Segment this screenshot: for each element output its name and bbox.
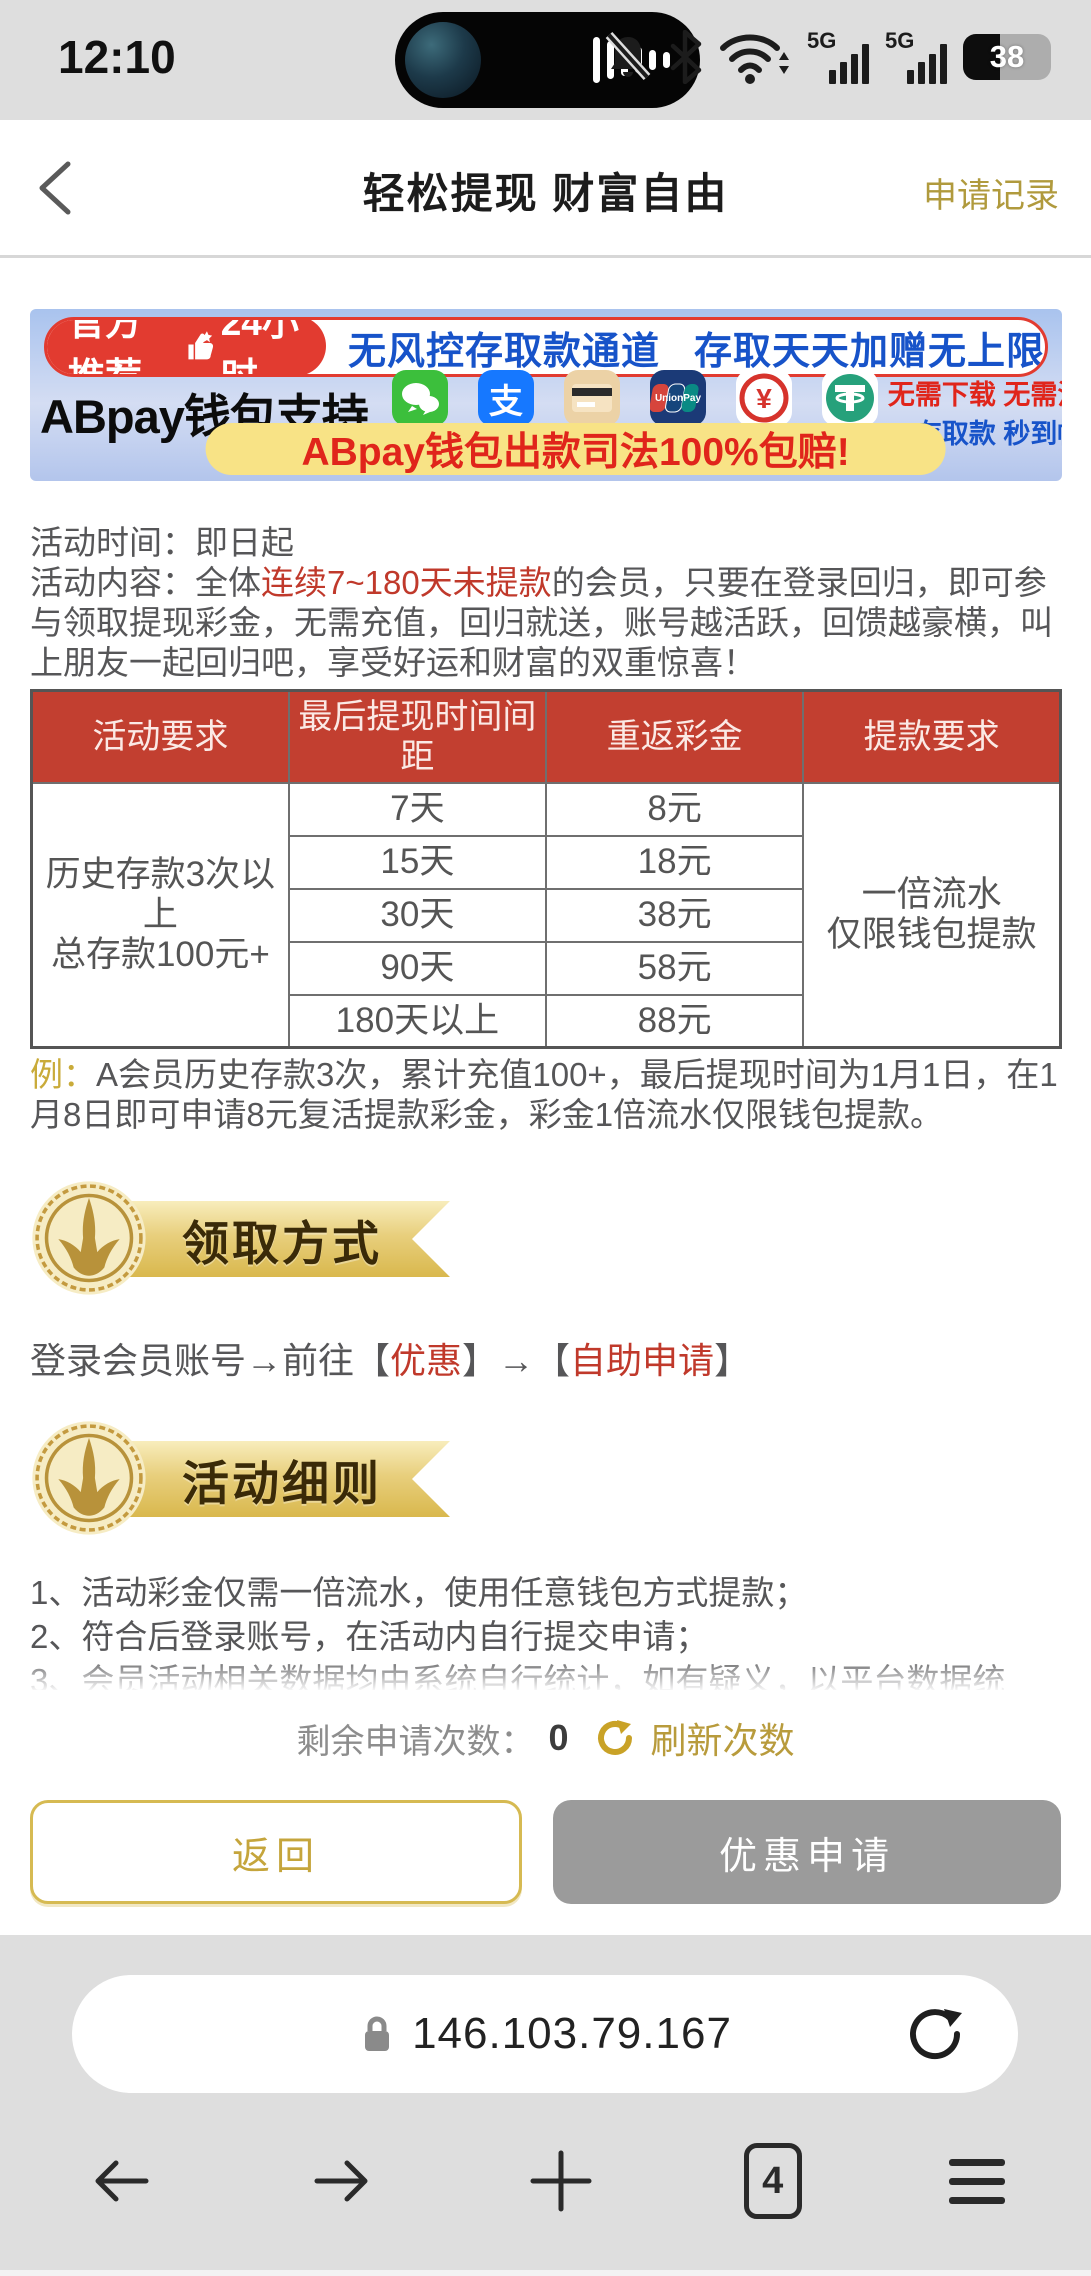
thumbs-up-icon [188,330,213,359]
page-title: 轻松提现 财富自由 [362,170,729,217]
page-refresh-icon[interactable] [904,2001,970,2067]
withdraw-cell: 一倍流水 仅限钱包提款 [802,781,1062,1049]
col-requirement: 活动要求 [30,689,290,784]
table-row: 30天 38元 [32,887,1061,943]
highlighted-condition: 连续7~180天未提款 [261,564,552,601]
rule-item: 1、活动彩金仅需一倍流水，使用任意钱包方式提款； [30,1574,808,1611]
svg-text:¥: ¥ [756,383,772,414]
svg-text:UnionPay: UnionPay [655,393,702,404]
battery-icon: 38 [963,34,1051,80]
activity-time: 活动时间：即日起 [30,524,294,561]
wifi-icon [720,34,789,84]
notifications-muted-icon [605,31,651,81]
media-player-pill[interactable] [395,12,700,108]
col-bonus: 重返彩金 [544,689,805,784]
usdt-icon [821,370,878,426]
banner-top-strip: 官方推荐 24小时 无风控存取款通道 存取天天加赠无上限 [44,317,1048,377]
bluetooth-icon [670,30,702,84]
table-row: 90天 58元 [32,940,1061,996]
table-row: 15天 18元 [32,834,1061,890]
clock: 12:10 [58,31,176,83]
action-panel: 剩余申请次数： 0 刷新次数 返回 优惠申请 [0,1656,1091,1935]
section-claim-method: 领取方式 [30,1179,510,1297]
bonus-table: 活动要求 最后提现时间间距 重返彩金 提款要求 历史存款3次以上 总存款100元… [30,689,1062,1049]
bankcard-icon [563,370,620,426]
activity-content: 活动内容：全体连续7~180天未提款的会员，只要在登录回归，即可参与领取提现彩金… [30,564,1053,681]
wechat-icon [391,370,448,426]
self-apply-link[interactable]: 自助申请 [570,1340,715,1381]
alipay-icon: 支 [477,370,534,426]
back-button[interactable] [30,158,80,218]
button-row: 返回 优惠申请 [30,1800,1061,1904]
brand-emblem-icon [32,1181,146,1295]
nav-forward-icon[interactable] [305,2145,377,2217]
refresh-count-link[interactable]: 刷新次数 [650,1720,795,1761]
nav-back-icon[interactable] [86,2145,158,2217]
remaining-value: 0 [548,1717,569,1758]
col-withdraw: 提款要求 [802,689,1062,784]
signal-5g-icon: 5G [807,28,869,86]
table-row: 历史存款3次以上 总存款100元+ 7天 8元 一倍流水 仅限钱包提款 [30,781,1062,1049]
lock-icon [365,2016,390,2051]
signal-5g-icon-2: 5G [885,28,947,86]
abpay-ad-banner[interactable]: 官方推荐 24小时 无风控存取款通道 存取天天加赠无上限 ABpay钱包支持 [30,309,1062,481]
new-tab-icon[interactable] [525,2145,597,2217]
menu-icon[interactable] [949,2158,1005,2204]
url-bar[interactable]: 146.103.79.167 [72,1975,1018,2093]
status-bar: 12:10 [0,0,1091,120]
back-button-action[interactable]: 返回 [30,1800,522,1904]
status-icons: 5G 5G 38 [603,28,1051,86]
table-header-row: 活动要求 最后提现时间间距 重返彩金 提款要求 [30,689,1062,784]
rule-item: 2、符合后登录账号，在活动内自行提交申请； [30,1618,709,1655]
promo-link[interactable]: 优惠 [390,1340,463,1381]
gold-ribbon: 活动细则 [90,1441,450,1517]
page-header: 轻松提现 财富自由 申请记录 [0,120,1091,258]
refresh-count-icon[interactable] [593,1716,637,1760]
guarantee-strip: ABpay钱包出款司法100%包赔! [205,423,946,475]
example-label: 例： [30,1056,96,1093]
browser-nav: 4 [0,2111,1091,2251]
claim-path: 登录会员账号→前往【优惠】→【自助申请】 [30,1340,751,1381]
browser-chrome: 146.103.79.167 4 [0,1935,1091,2276]
apply-promo-button[interactable]: 优惠申请 [553,1800,1061,1904]
requirement-cell: 历史存款3次以上 总存款100元+ [30,781,290,1049]
table-row: 180天以上 88元 [32,993,1061,1049]
digital-rmb-icon: ¥ [735,370,792,426]
remaining-count-row: 剩余申请次数： 0 刷新次数 [0,1690,1091,1764]
unionpay-icon: UnionPay [649,370,706,426]
url-text: 146.103.79.167 [412,2009,732,2058]
banner-headlines: 无风控存取款通道 存取天天加赠无上限 [347,330,1045,373]
bottom-divider [0,2270,1091,2276]
section-rules: 活动细则 [30,1419,510,1537]
brand-emblem-icon [32,1421,146,1535]
col-interval: 最后提现时间间距 [287,689,548,784]
gold-ribbon: 领取方式 [90,1201,450,1277]
album-art [405,22,481,98]
application-records-link[interactable]: 申请记录 [923,177,1059,215]
example-paragraph: 例：A会员历史存款3次，累计充值100+，最后提现时间为1月1日，在1月8日即可… [30,1056,1058,1133]
tab-count-button[interactable]: 4 [743,2143,802,2219]
remaining-label: 剩余申请次数： [296,1722,535,1761]
official-pill: 官方推荐 24小时 [47,320,326,374]
